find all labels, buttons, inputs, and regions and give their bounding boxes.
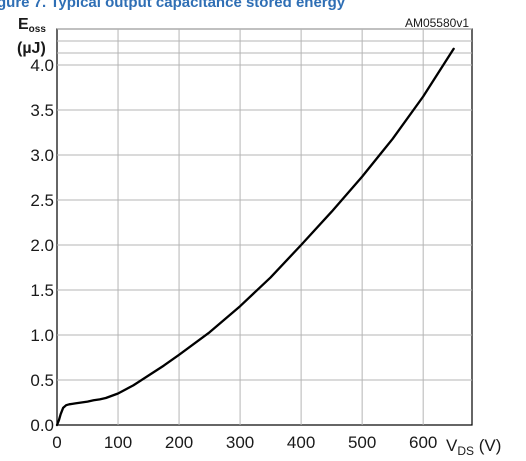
y-axis-label-main: E — [18, 16, 29, 33]
x-tick-label: 500 — [348, 433, 376, 452]
y-tick-label: 3.0 — [30, 146, 54, 165]
x-axis-unit: (V) — [474, 436, 501, 455]
x-tick-label: 300 — [226, 433, 254, 452]
y-tick-label: 2.0 — [30, 236, 54, 255]
x-tick-labels: 0 100 200 300 400 500 600 — [52, 433, 437, 452]
x-axis-label: VDS (V) — [446, 436, 501, 458]
y-tick-label: 2.5 — [30, 191, 54, 210]
x-axis-label-main: V — [446, 436, 458, 455]
x-tick-label: 200 — [165, 433, 193, 452]
figure-caption: gure 7. Typical output capacitance store… — [0, 0, 346, 11]
y-axis-label-subscript: oss — [29, 24, 47, 35]
y-tick-labels: 0.0 0.5 1.0 1.5 2.0 2.5 3.0 3.5 4.0 — [30, 56, 54, 435]
y-axis-unit: (µJ) — [17, 40, 46, 57]
x-tick-label: 100 — [104, 433, 132, 452]
plot-area — [56, 28, 473, 426]
y-tick-label: 0.0 — [30, 416, 54, 435]
y-axis-label: Eoss — [18, 16, 46, 35]
series-line — [55, 47, 455, 427]
x-tick-label: 0 — [52, 433, 61, 452]
x-tick-label: 600 — [409, 433, 437, 452]
x-axis-label-subscript: DS — [457, 444, 474, 458]
y-tick-label: 0.5 — [30, 371, 54, 390]
x-tick-label: 400 — [287, 433, 315, 452]
y-tick-label: 1.5 — [30, 281, 54, 300]
y-tick-label: 4.0 — [30, 56, 54, 75]
y-tick-label: 1.0 — [30, 326, 54, 345]
y-tick-label: 3.5 — [30, 101, 54, 120]
figure-reference: AM05580v1 — [405, 16, 469, 30]
